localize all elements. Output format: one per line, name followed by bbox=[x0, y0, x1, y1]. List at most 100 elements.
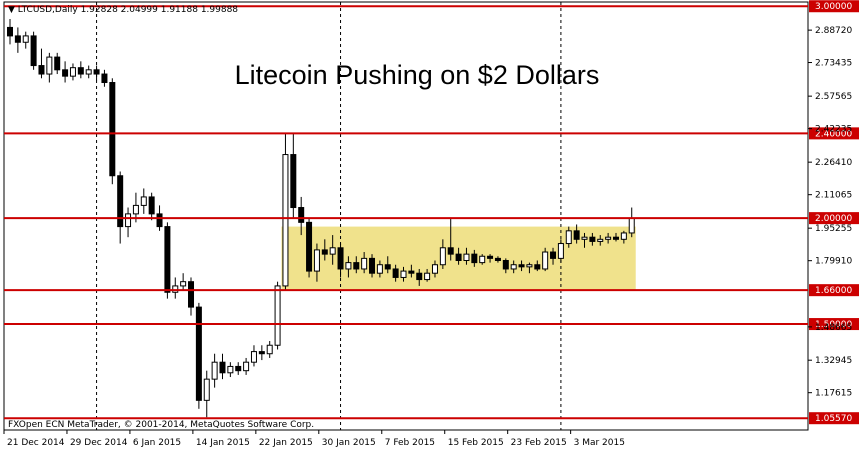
price-tick-label: 2.42235 bbox=[815, 125, 852, 135]
header-symbol: LTCUSD,Daily bbox=[18, 5, 79, 15]
candle-body bbox=[140, 196, 147, 206]
candle bbox=[203, 370, 210, 418]
candle bbox=[243, 357, 250, 375]
candle-body bbox=[494, 257, 501, 261]
candle-body bbox=[628, 217, 635, 234]
candle-body bbox=[250, 351, 257, 363]
candle bbox=[502, 258, 509, 274]
candle bbox=[117, 171, 124, 244]
candle bbox=[219, 353, 226, 380]
candle bbox=[227, 362, 234, 378]
candle-body bbox=[384, 264, 391, 270]
candle bbox=[148, 192, 155, 221]
candle-body bbox=[565, 230, 572, 245]
candle bbox=[487, 254, 494, 263]
chart-title: Litecoin Pushing on $2 Dollars bbox=[235, 60, 600, 90]
candle-body bbox=[7, 26, 13, 37]
price-tick-label: 2.26410 bbox=[815, 158, 852, 168]
candle-body bbox=[22, 35, 29, 43]
candle-body bbox=[392, 268, 399, 278]
candle bbox=[589, 232, 596, 246]
candle-body bbox=[30, 35, 37, 67]
candle-body bbox=[447, 247, 454, 255]
candle-body bbox=[203, 378, 210, 401]
candle bbox=[471, 249, 478, 267]
candle-body bbox=[93, 69, 100, 75]
candle-body bbox=[612, 236, 619, 240]
candle-body bbox=[353, 262, 360, 270]
candle-body bbox=[605, 236, 612, 240]
candle-body bbox=[14, 35, 21, 43]
candle-body bbox=[550, 251, 557, 259]
candle-body bbox=[101, 73, 108, 84]
candle-body bbox=[534, 264, 541, 270]
candle-body bbox=[526, 264, 533, 268]
level-tag bbox=[809, 284, 859, 297]
candle-body bbox=[132, 204, 139, 215]
candle bbox=[38, 48, 45, 79]
candle-body bbox=[329, 247, 336, 255]
candle bbox=[510, 260, 517, 274]
candle bbox=[140, 188, 147, 214]
candle-body bbox=[282, 154, 289, 287]
candle-body bbox=[156, 213, 163, 228]
candle-body bbox=[258, 351, 265, 355]
price-tick-label: 2.57565 bbox=[815, 92, 852, 102]
candle bbox=[542, 247, 549, 272]
candle-body bbox=[188, 281, 195, 308]
candle bbox=[620, 230, 627, 244]
candle-body bbox=[542, 251, 549, 270]
candle bbox=[557, 239, 564, 263]
header-ohlc: 1.92828 2.04999 1.91188 1.99888 bbox=[81, 5, 239, 15]
candle-body bbox=[400, 270, 407, 278]
level-label: 2.00000 bbox=[815, 214, 852, 224]
candle-body bbox=[69, 67, 76, 77]
price-tick-label: 1.32945 bbox=[815, 356, 852, 366]
candle-body bbox=[195, 306, 202, 401]
level-label: 1.50000 bbox=[815, 320, 852, 330]
candle-body bbox=[117, 175, 124, 228]
candle-body bbox=[290, 154, 297, 209]
candle-body bbox=[298, 207, 305, 223]
level-tag bbox=[809, 212, 859, 225]
candle-body bbox=[313, 249, 320, 272]
candle-body bbox=[109, 82, 116, 177]
candle bbox=[321, 239, 328, 261]
candle bbox=[431, 260, 438, 278]
date-grid-lines bbox=[96, 2, 562, 430]
candle bbox=[518, 260, 525, 272]
candle bbox=[298, 196, 305, 236]
candle bbox=[581, 232, 588, 248]
candle bbox=[447, 218, 454, 261]
candle bbox=[22, 31, 29, 49]
candle-body bbox=[164, 226, 171, 293]
candle bbox=[565, 226, 572, 248]
candle bbox=[313, 243, 320, 282]
candle bbox=[93, 65, 100, 81]
candle-body bbox=[620, 232, 627, 240]
candle bbox=[455, 247, 462, 265]
price-levels: 3.00000 2.40000 2.00000 1.66000 1.50000 1.055… bbox=[4, 0, 859, 425]
candle bbox=[353, 256, 360, 274]
candle bbox=[7, 18, 13, 45]
candle-body bbox=[463, 253, 470, 261]
candle bbox=[62, 61, 69, 83]
price-tick-label: 2.11065 bbox=[815, 191, 852, 201]
candle bbox=[69, 63, 76, 81]
candle bbox=[195, 302, 202, 409]
candle-body bbox=[211, 361, 218, 380]
candle bbox=[125, 207, 132, 238]
candle-body bbox=[581, 236, 588, 240]
candle bbox=[494, 256, 501, 263]
candle-body bbox=[227, 365, 234, 374]
time-tick-label: 29 Dec 2014 bbox=[70, 438, 128, 448]
candle-body bbox=[180, 281, 187, 287]
candle bbox=[85, 65, 92, 79]
candle-body bbox=[439, 247, 446, 266]
candle-body bbox=[306, 221, 313, 272]
candle bbox=[109, 78, 116, 185]
candle-body bbox=[77, 67, 84, 75]
price-tick-label: 1.17615 bbox=[815, 389, 852, 399]
level-tag bbox=[809, 412, 859, 425]
